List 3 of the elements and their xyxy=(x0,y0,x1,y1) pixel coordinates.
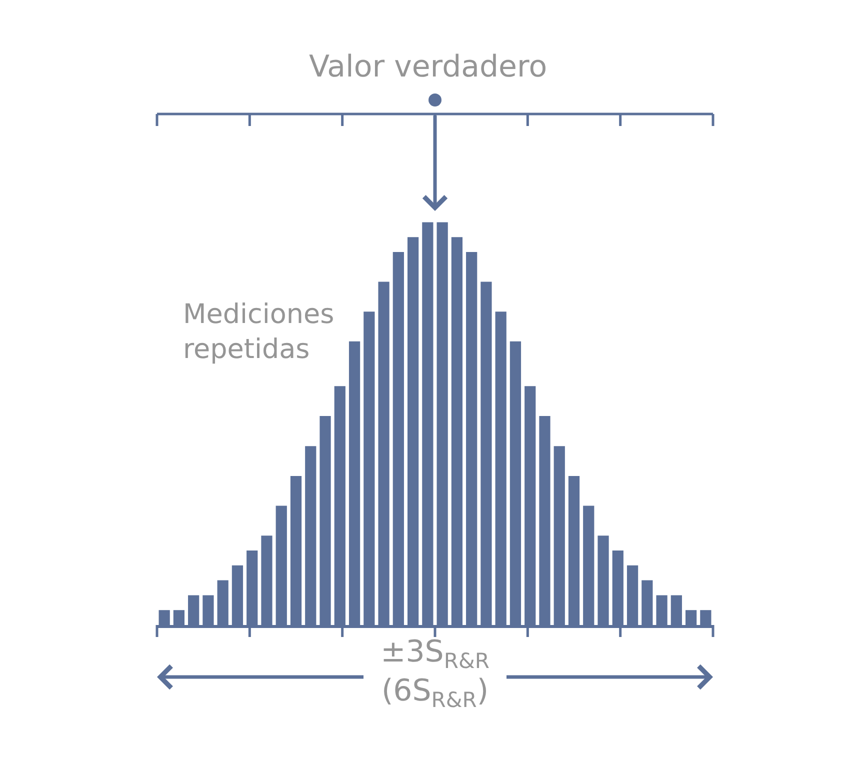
x-axis-title: ±3S$_{R&R}$ (6S$_{R&R}$) xyxy=(380,634,490,712)
annotation: Mediciones repetidas xyxy=(183,299,334,366)
chart-title: Valor verdadero xyxy=(308,50,548,84)
